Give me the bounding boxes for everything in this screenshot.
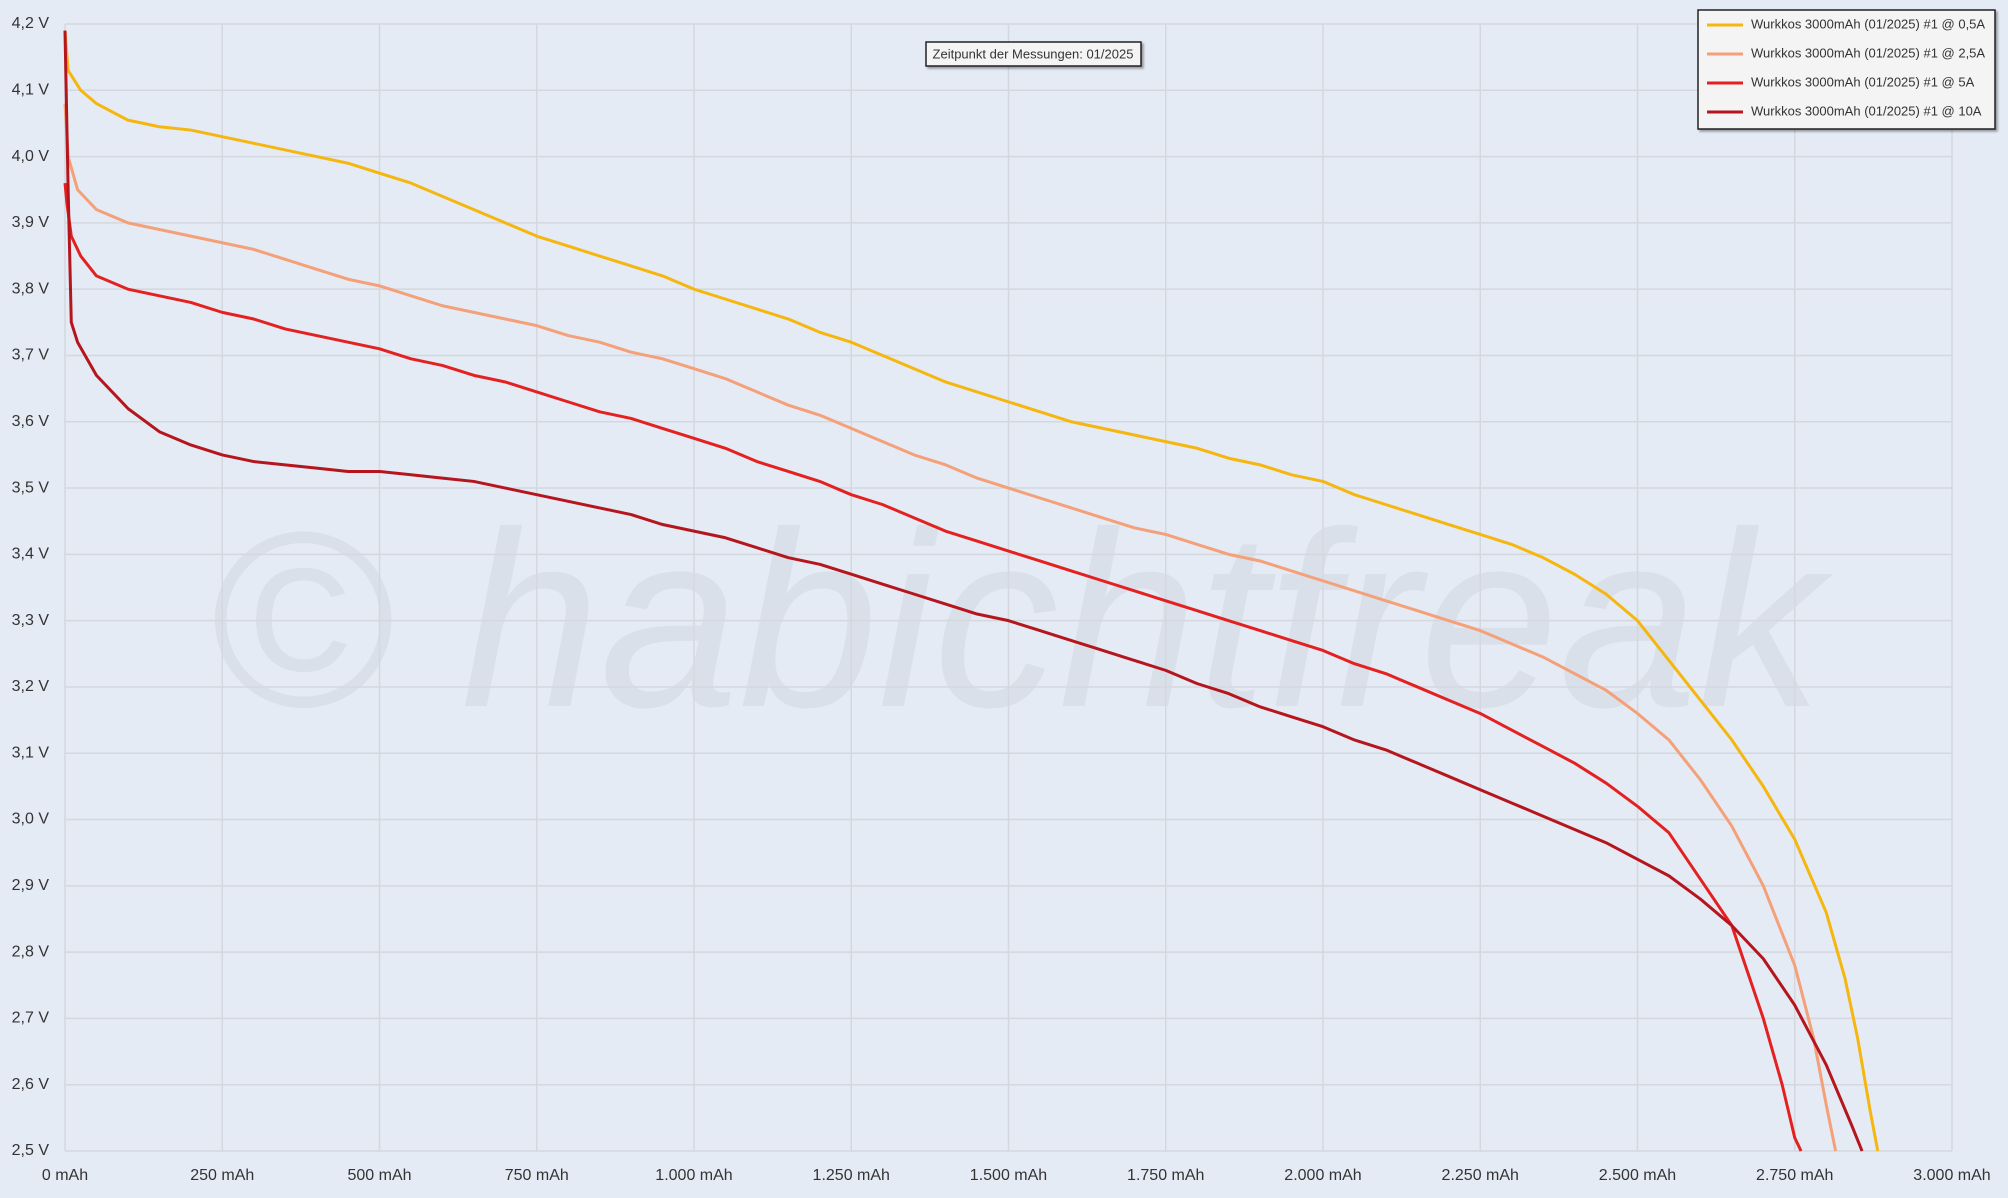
series-line [63, 30, 1880, 1152]
x-tick-label: 750 mAh [505, 1167, 569, 1184]
y-tick-label: 2,7 V [12, 1010, 50, 1027]
y-tick-label: 3,1 V [12, 744, 50, 761]
x-tick-label: 3.000 mAh [1913, 1167, 1990, 1184]
series-line [63, 182, 1803, 1152]
annotation: Zeitpunkt der Messungen: 01/2025 [933, 46, 1134, 61]
lines [63, 30, 1880, 1152]
x-tick-label: 2.250 mAh [1442, 1167, 1519, 1184]
y-tick-label: 4,1 V [12, 82, 50, 99]
y-tick-label: 2,8 V [12, 943, 50, 960]
y-tick-label: 3,7 V [12, 347, 50, 364]
y-tick-label: 3,6 V [12, 413, 50, 430]
x-tick-label: 0 mAh [42, 1167, 88, 1184]
series-line [63, 103, 1838, 1152]
y-tick-label: 3,2 V [12, 678, 50, 695]
y-tick-label: 3,9 V [12, 214, 50, 231]
y-tick-label: 4,0 V [12, 148, 50, 165]
y-tick-label: 2,9 V [12, 877, 50, 894]
legend-label: Wurkkos 3000mAh (01/2025) #1 @ 10A [1751, 103, 1982, 118]
ticks: 2,5 V 2,6 V 2,7 V 2,8 V 2,9 V 3,0 V 3,1 V 3,2 V… [12, 15, 1991, 1184]
x-tick-label: 1.250 mAh [813, 1167, 890, 1184]
series-line [63, 30, 1864, 1152]
legend-label: Wurkkos 3000mAh (01/2025) #1 @ 2,5A [1751, 45, 1985, 60]
y-tick-label: 3,8 V [12, 280, 50, 297]
y-tick-label: 3,0 V [12, 811, 50, 828]
annotation-box [925, 41, 1142, 67]
x-tick-label: 1.000 mAh [655, 1167, 732, 1184]
x-tick-label: 500 mAh [347, 1167, 411, 1184]
y-tick-label: 2,6 V [12, 1076, 50, 1093]
y-tick-label: 3,5 V [12, 479, 50, 496]
legend: Wurkkos 3000mAh (01/2025) #1 @ 0,5A Wurkk… [1697, 9, 1996, 130]
watermark: © habichtfreak [207, 480, 1834, 759]
y-tick-label: 3,4 V [12, 546, 50, 563]
y-tick-label: 2,5 V [12, 1142, 50, 1159]
y-tick-label: 3,3 V [12, 612, 50, 629]
legend-box [1697, 9, 1996, 130]
legend-label: Wurkkos 3000mAh (01/2025) #1 @ 5A [1751, 74, 1975, 89]
y-tick-label: 4,2 V [12, 15, 50, 32]
x-tick-label: 2.750 mAh [1756, 1167, 1833, 1184]
legend-label: Wurkkos 3000mAh (01/2025) #1 @ 0,5A [1751, 16, 1985, 31]
x-tick-label: 2.500 mAh [1599, 1167, 1676, 1184]
x-tick-label: 1.500 mAh [970, 1167, 1047, 1184]
x-tick-label: 2.000 mAh [1284, 1167, 1361, 1184]
grid [64, 23, 1953, 1152]
x-tick-label: 250 mAh [190, 1167, 254, 1184]
x-tick-label: 1.750 mAh [1127, 1167, 1204, 1184]
